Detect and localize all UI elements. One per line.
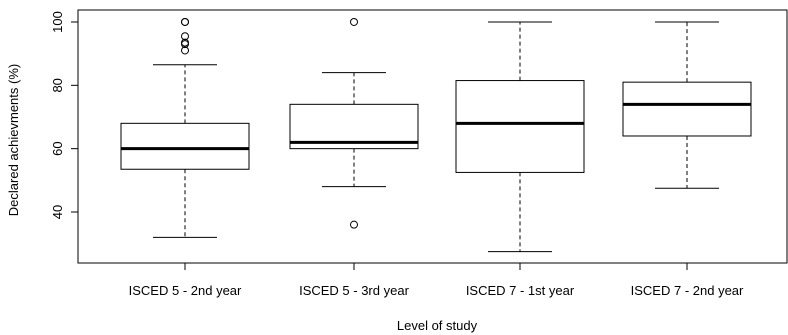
x-tick-label: ISCED 7 - 2nd year [631,283,744,298]
box-iqr [622,81,752,137]
outlier-point [181,46,189,55]
y-axis-label: Declared achievments (%) [6,64,21,216]
x-tick-label: ISCED 5 - 3rd year [299,283,409,298]
x-axis-label: Level of study [397,318,478,333]
box-iqr [120,122,250,170]
y-tick-label: 60 [50,141,65,155]
outlier-point [350,220,358,229]
outlier-point [181,32,189,41]
box-iqr [455,80,585,173]
x-tick-label: ISCED 5 - 2nd year [129,283,242,298]
y-tick-label: 40 [50,205,65,219]
y-tick-label: 80 [50,78,65,92]
y-tick-label: 100 [50,11,65,33]
outlier-point [181,17,189,26]
outlier-point [350,17,358,26]
x-tick-label: ISCED 7 - 1st year [466,283,575,298]
plot-area: 40 60 80 100 ISCED 5 - 2nd year ISCED 5 - 3rd… [50,9,788,298]
outlier-point [181,38,189,47]
plot-frame [77,9,788,264]
